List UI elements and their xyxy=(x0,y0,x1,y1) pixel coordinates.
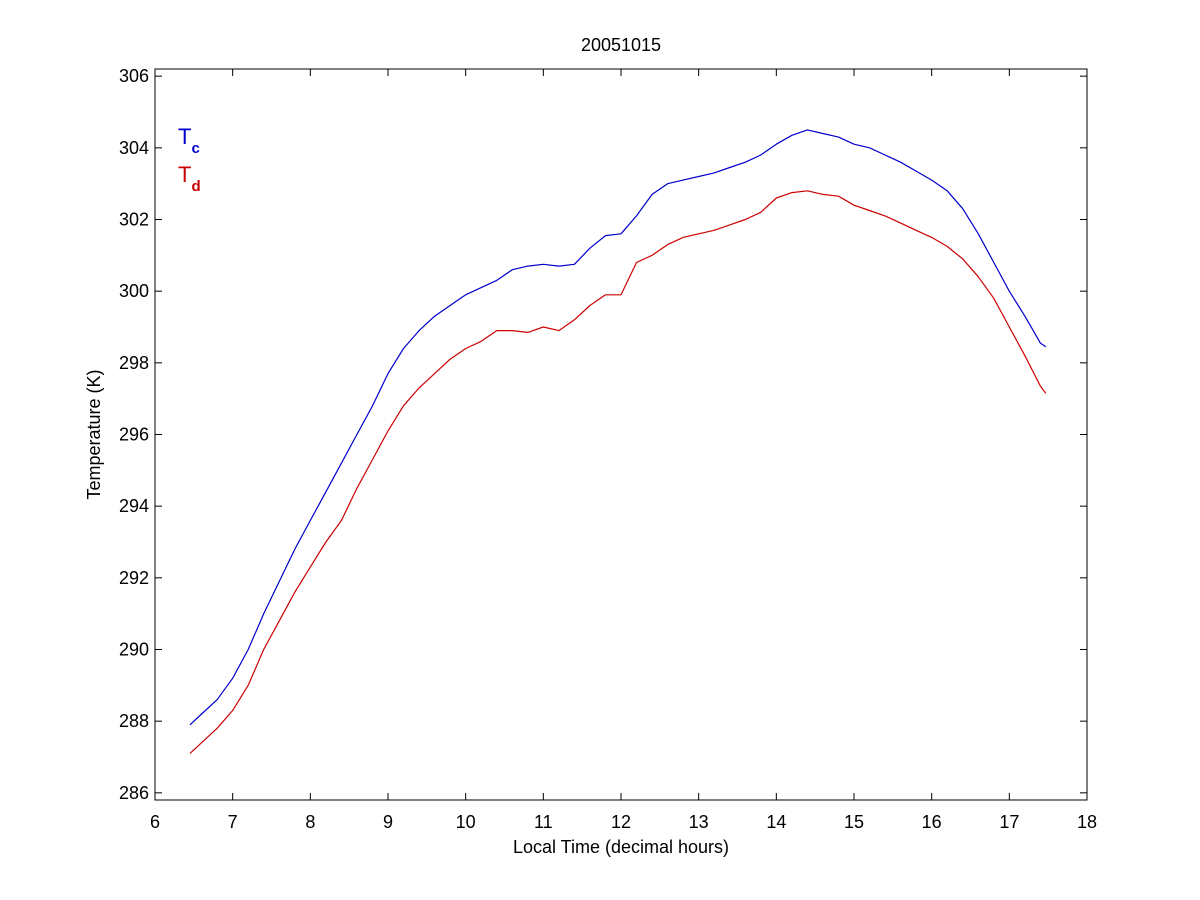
tick-labels: 6 7 8 9 10 11 12 13 14 15 16 17 18 286 288 290 292 294 296… xyxy=(119,66,1097,832)
legend-subscript: c xyxy=(191,140,199,157)
series-lines xyxy=(189,129,1047,754)
y-tick-label: 306 xyxy=(119,66,149,86)
x-tick-label: 7 xyxy=(228,812,238,832)
series-line-td xyxy=(189,190,1047,754)
x-tick-label: 15 xyxy=(844,812,864,832)
y-tick-label: 290 xyxy=(119,640,149,660)
x-tick-label: 17 xyxy=(999,812,1019,832)
x-tick-label: 10 xyxy=(456,812,476,832)
y-tick-label: 304 xyxy=(119,138,149,158)
y-tick-label: 296 xyxy=(119,425,149,445)
series-line-tc xyxy=(189,129,1047,726)
y-tick-label: 300 xyxy=(119,281,149,301)
y-tick-label: 298 xyxy=(119,353,149,373)
x-tick-label: 6 xyxy=(150,812,160,832)
axis-ticks xyxy=(154,69,1088,800)
y-tick-label: 286 xyxy=(119,783,149,803)
chart-title: 20051015 xyxy=(581,35,661,55)
x-axis-label: Local Time (decimal hours) xyxy=(513,837,729,857)
x-tick-label: 12 xyxy=(611,812,631,832)
x-tick-label: 16 xyxy=(922,812,942,832)
y-tick-label: 294 xyxy=(119,496,149,516)
x-tick-label: 18 xyxy=(1077,812,1097,832)
x-tick-label: 8 xyxy=(305,812,315,832)
y-tick-label: 288 xyxy=(119,711,149,731)
y-tick-label: 302 xyxy=(119,210,149,230)
x-tick-label: 9 xyxy=(383,812,393,832)
y-axis-label: Temperature (K) xyxy=(84,369,104,499)
y-tick-label: 292 xyxy=(119,568,149,588)
x-tick-label: 13 xyxy=(689,812,709,832)
x-tick-label: 14 xyxy=(766,812,786,832)
legend-subscript: d xyxy=(191,178,200,195)
x-tick-label: 11 xyxy=(534,812,553,832)
